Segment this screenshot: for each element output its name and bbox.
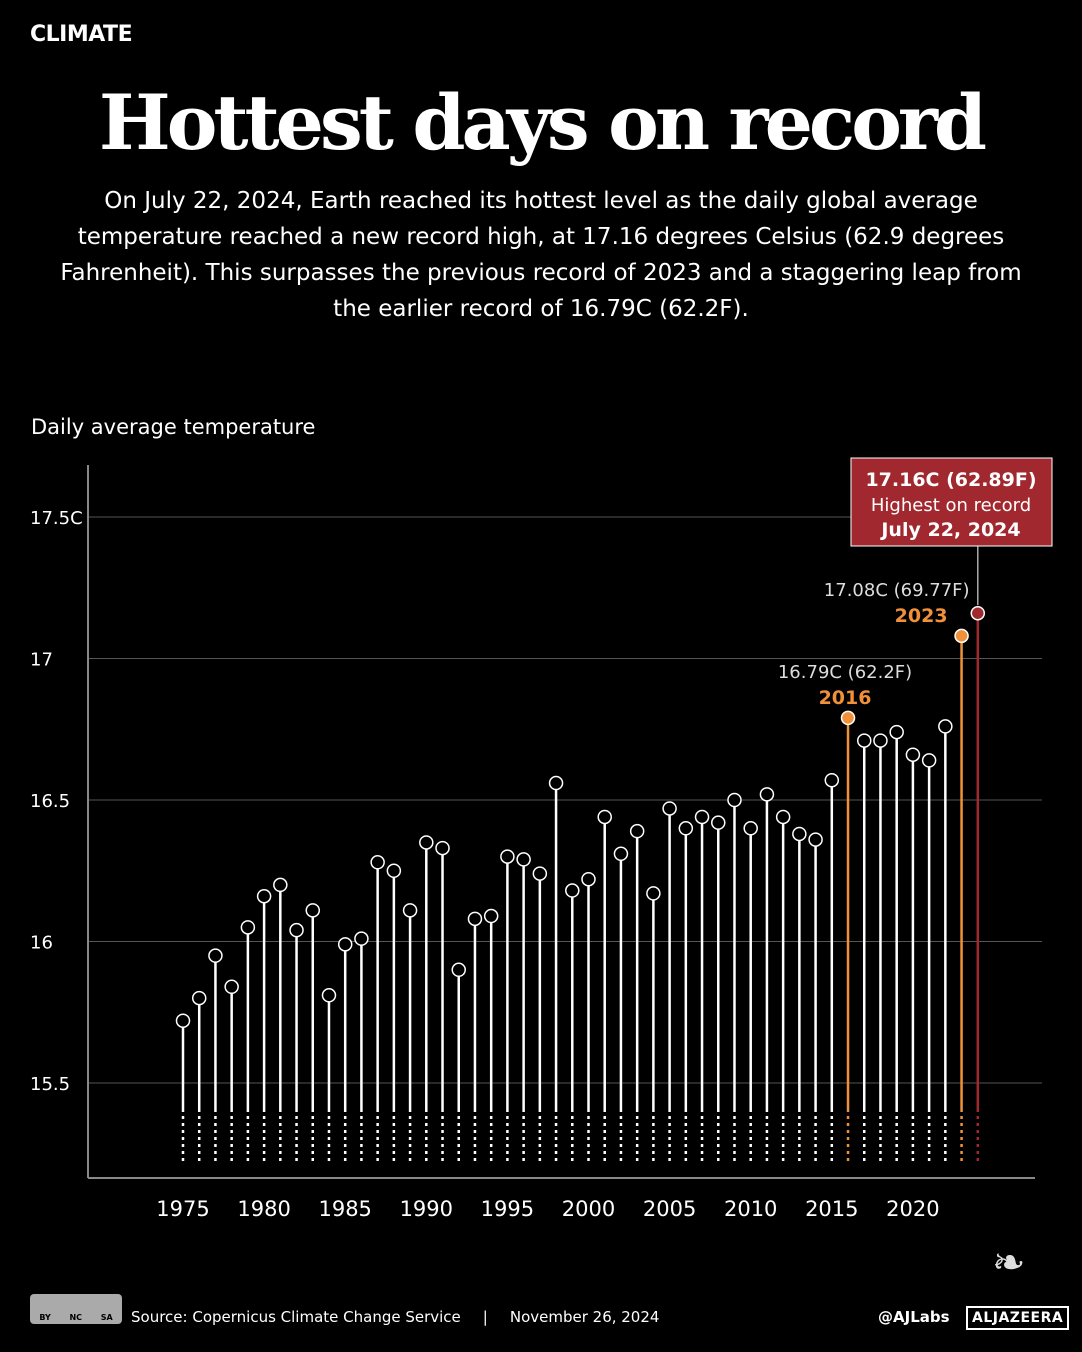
aljazeera-logo-icon: ❧ — [992, 1240, 1026, 1286]
lollipop-point — [467, 911, 483, 927]
record-callout-text: 17.16C (62.89F) — [865, 469, 1036, 491]
lollipop-point — [289, 922, 304, 938]
x-tick-label: 1975 — [156, 1197, 209, 1221]
x-tick-label: 2020 — [886, 1197, 939, 1221]
x-tick-label: 1985 — [318, 1197, 371, 1221]
lollipop-point — [824, 772, 840, 788]
lollipop-point — [808, 832, 823, 847]
lollipop-point — [711, 815, 726, 830]
record-callout-text: Highest on record — [871, 495, 1031, 516]
lollipop-point — [240, 920, 256, 935]
lollipop-point — [386, 863, 402, 878]
lollipop-point — [905, 747, 921, 762]
lollipop-point — [548, 775, 564, 791]
lollipop-point — [273, 877, 288, 893]
lollipop-point — [840, 710, 856, 726]
lollipop-point — [873, 733, 888, 748]
y-tick-label: 16.5 — [30, 791, 70, 812]
lollipop-point — [419, 835, 434, 850]
lollipop-point — [613, 846, 629, 862]
page-title: Hottest days on record — [98, 78, 987, 167]
lollipop-point — [759, 787, 775, 802]
lollipop-point — [500, 849, 515, 864]
x-tick-label: 1980 — [237, 1197, 290, 1221]
lollipop-point — [743, 821, 758, 836]
lollipop-point — [305, 903, 321, 918]
lollipop-point — [208, 948, 223, 963]
lollipop-point — [483, 908, 499, 924]
highlight-value-label: 16.79C (62.2F) — [778, 662, 912, 683]
y-axis-label: Daily average temperature — [31, 415, 316, 439]
highlight-year-label: 2016 — [819, 687, 872, 709]
record-callout-box — [850, 457, 1053, 547]
subtitle: On July 22, 2024, Earth reached its hott… — [60, 188, 1022, 322]
license-sa: SA — [100, 1313, 113, 1322]
highlight-year-label: 2023 — [895, 605, 948, 627]
creative-commons-badge: BY NC SA — [30, 1294, 122, 1324]
highlight-value-label: 17.08C (69.77F) — [824, 580, 970, 601]
lollipop-point — [256, 888, 272, 904]
lollipop-point — [402, 903, 418, 918]
y-tick-label: 17.5C — [30, 508, 83, 529]
lollipop-point — [451, 962, 466, 978]
lollipop-point — [970, 605, 986, 621]
lollipop-point — [694, 809, 710, 825]
lollipop-point — [370, 855, 385, 870]
y-tick-label: 17 — [30, 650, 53, 671]
y-tick-label: 16 — [30, 933, 53, 954]
lollipop-point — [629, 823, 645, 839]
footer-separator: | — [482, 1308, 488, 1326]
license-by: BY — [39, 1313, 51, 1322]
lollipop-point — [354, 931, 369, 946]
lollipop-point — [597, 809, 612, 825]
lollipop-point — [191, 990, 207, 1006]
lollipop-point — [921, 753, 937, 768]
lollipop-point — [954, 628, 969, 644]
record-callout-text: July 22, 2024 — [879, 519, 1020, 541]
lollipop-point — [889, 724, 904, 740]
x-tick-label: 2015 — [805, 1197, 858, 1221]
lollipop-point — [856, 733, 872, 748]
aljazeera-brand: ALJAZEERA — [966, 1306, 1070, 1330]
source-text: Source: Copernicus Climate Change Servic… — [131, 1308, 461, 1326]
x-tick-label: 2010 — [724, 1197, 777, 1221]
footer-credits: Source: Copernicus Climate Change Servic… — [131, 1308, 659, 1326]
lollipop-point — [775, 809, 791, 825]
license-nc: NC — [69, 1313, 83, 1322]
lollipop-point — [532, 866, 548, 881]
x-tick-label: 1990 — [400, 1197, 453, 1221]
lollipop-point — [321, 988, 337, 1003]
lollipop-point — [565, 883, 580, 898]
section-kicker: CLIMATE — [30, 22, 133, 47]
lollipop-point — [792, 826, 807, 842]
lollipop-point — [727, 792, 742, 808]
lollipop-point — [938, 719, 953, 734]
lollipop-point — [516, 852, 531, 867]
lollipop-point — [175, 1013, 191, 1028]
lollipop-point — [435, 840, 450, 856]
y-tick-label: 15.5 — [30, 1074, 70, 1095]
publish-date: November 26, 2024 — [509, 1308, 660, 1326]
lollipop-point — [678, 821, 694, 836]
lollipop-point — [224, 979, 239, 995]
aj-labs-handle: @AJLabs — [878, 1308, 950, 1326]
lollipop-point — [337, 937, 353, 952]
x-tick-label: 2000 — [562, 1197, 615, 1221]
lollipop-point — [662, 801, 677, 816]
lollipop-point — [646, 886, 661, 901]
x-tick-label: 1995 — [481, 1197, 534, 1221]
x-tick-label: 2005 — [643, 1197, 696, 1221]
lollipop-point — [581, 871, 596, 887]
